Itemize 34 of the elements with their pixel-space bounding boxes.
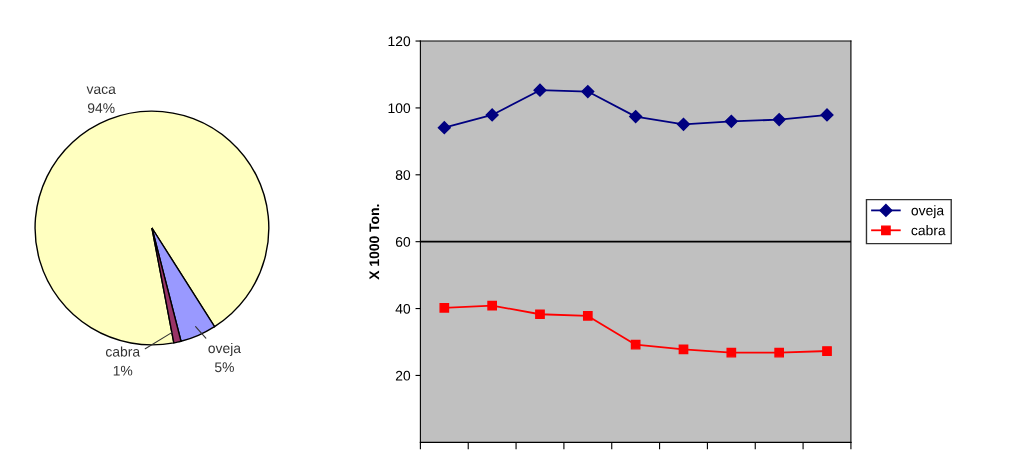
point [533, 83, 547, 97]
data-label: 5% [214, 362, 234, 373]
point [772, 113, 786, 127]
data-label: 1% [113, 365, 133, 376]
point [676, 117, 691, 131]
point [774, 347, 785, 358]
point [822, 346, 832, 356]
slice-label: cabra [105, 346, 141, 357]
point [820, 108, 834, 122]
point [437, 121, 451, 135]
legend-label: oveja [911, 205, 945, 219]
point [678, 344, 689, 355]
data-label: 94% [87, 103, 115, 113]
point [629, 110, 643, 124]
point [581, 84, 595, 99]
point [724, 114, 738, 128]
y-tick-label: 100 [388, 103, 411, 114]
point [487, 300, 498, 311]
slice-label: oveja [208, 342, 242, 356]
y-tick-label: 40 [395, 303, 411, 314]
slice-label: vaca [86, 86, 116, 94]
y-axis-title: X 1000 Ton. [369, 204, 380, 280]
pie-slice [151, 227, 216, 342]
point [535, 309, 545, 320]
legend-label: cabra [911, 225, 946, 236]
y-tick-label: 20 [395, 370, 411, 381]
point [582, 311, 593, 321]
point [726, 347, 737, 358]
point [439, 303, 450, 313]
point [485, 108, 499, 122]
y-tick-label: 60 [395, 237, 411, 247]
point [630, 339, 641, 350]
y-tick-label: 80 [395, 170, 411, 180]
y-tick-label: 120 [388, 36, 411, 47]
